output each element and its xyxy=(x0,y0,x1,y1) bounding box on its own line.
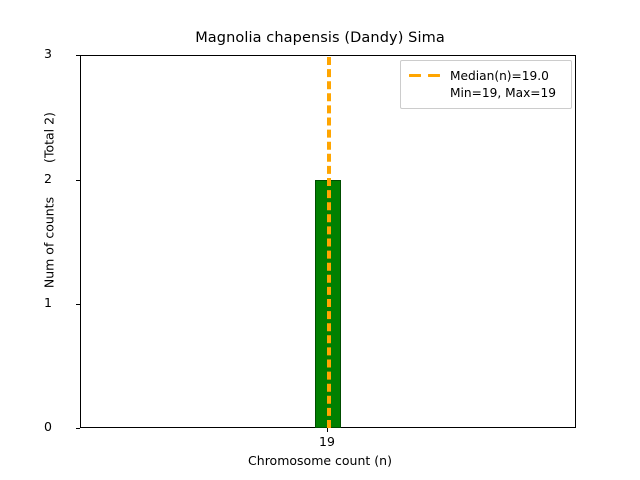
ytick-mark-3 xyxy=(76,55,80,56)
ytick-label-3: 3 xyxy=(44,46,52,61)
ytick-mark-0 xyxy=(76,428,80,429)
x-axis-label: Chromosome count (n) xyxy=(248,453,392,468)
median-line xyxy=(327,57,331,428)
ytick-label-1: 1 xyxy=(44,295,52,310)
legend-row-median: Median(n)=19.0 xyxy=(409,67,563,84)
xtick-mark-19 xyxy=(327,428,328,432)
legend: Median(n)=19.0 Min=19, Max=19 xyxy=(400,60,572,109)
legend-label-median: Median(n)=19.0 xyxy=(450,68,549,83)
legend-row-minmax: Min=19, Max=19 xyxy=(409,84,563,101)
y-axis-label-sub: (Total 2) xyxy=(41,112,57,163)
page-title: Magnolia chapensis (Dandy) Sima xyxy=(195,30,445,46)
ytick-mark-2 xyxy=(76,180,80,181)
legend-label-minmax: Min=19, Max=19 xyxy=(450,85,557,100)
ytick-mark-1 xyxy=(76,304,80,305)
ytick-label-0: 0 xyxy=(44,419,52,434)
xtick-label-19: 19 xyxy=(319,434,335,449)
ytick-label-2: 2 xyxy=(44,171,52,186)
plot-area xyxy=(80,55,576,428)
dashed-line-icon xyxy=(409,69,443,83)
